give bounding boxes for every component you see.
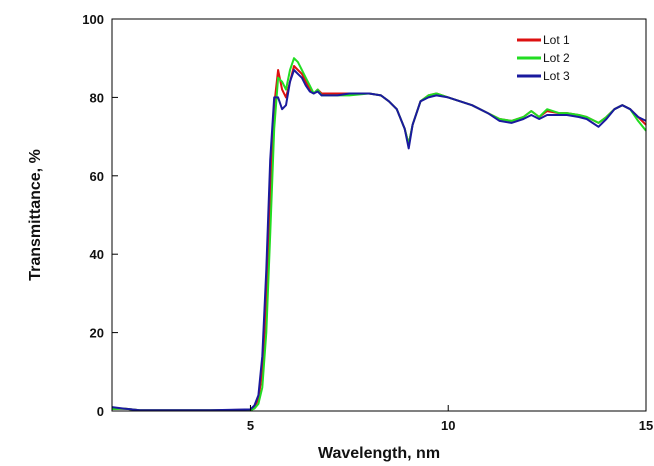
legend-label: Lot 3 <box>543 69 570 83</box>
series-line-lot-3 <box>111 69 647 412</box>
series-line-lot-1 <box>111 65 647 412</box>
x-axis-title: Wavelength, nm <box>318 445 440 462</box>
legend-label: Lot 1 <box>543 33 570 47</box>
x-tick-label: 15 <box>639 418 653 433</box>
legend-label: Lot 2 <box>543 51 570 65</box>
y-tick-label: 0 <box>97 404 104 419</box>
legend: Lot 1 Lot 2 Lot 3 <box>517 33 570 83</box>
y-tick-label: 60 <box>90 169 104 184</box>
y-axis-title: Transmittance, % <box>27 149 44 281</box>
series-line-lot-2 <box>111 57 647 412</box>
axis-ticks: 0 20 40 60 80 100 5 10 15 <box>82 12 653 433</box>
series-layer <box>111 57 647 412</box>
plot-frame <box>111 18 647 412</box>
y-tick-label: 20 <box>90 326 104 341</box>
y-tick-label: 80 <box>90 90 104 105</box>
x-tick-label: 5 <box>247 418 254 433</box>
y-tick-label: 40 <box>90 247 104 262</box>
x-tick-label: 10 <box>441 418 455 433</box>
y-tick-label: 100 <box>82 12 104 27</box>
